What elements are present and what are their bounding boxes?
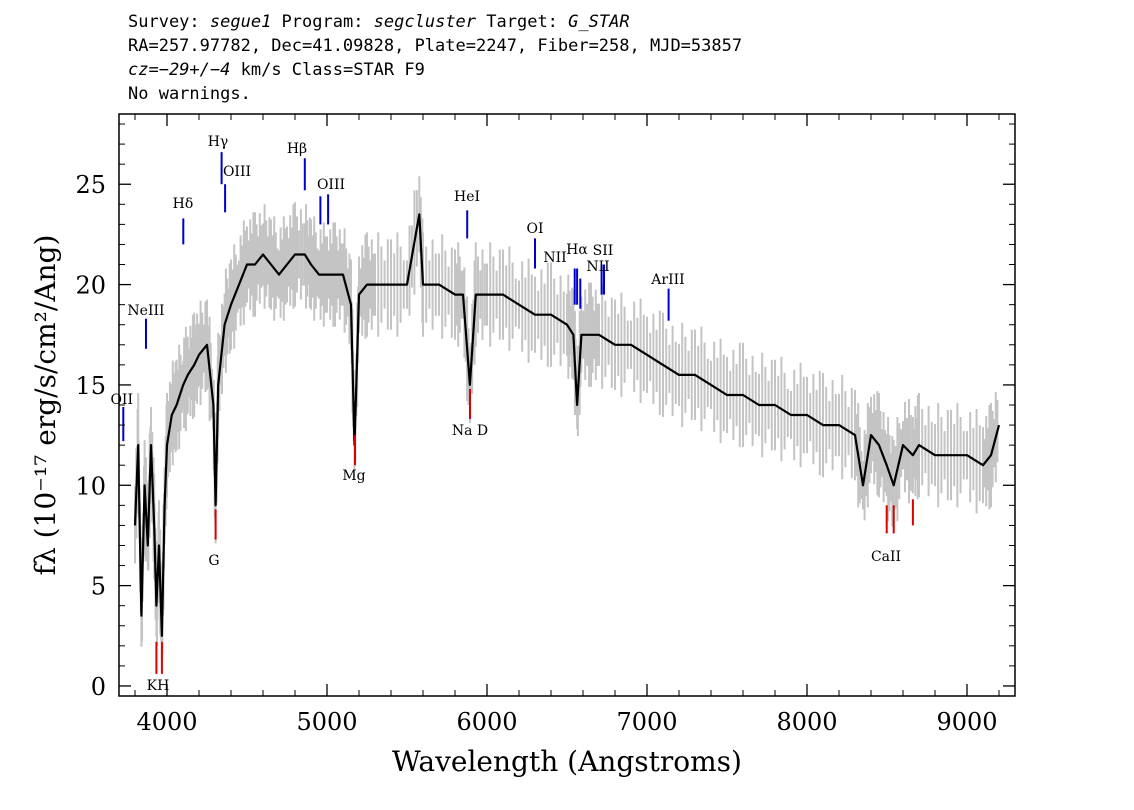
line-label-hdelta: Hδ <box>173 196 194 212</box>
line-label-nii-b: NII <box>586 259 609 275</box>
cz-class: km/s Class=STAR F9 <box>230 60 425 80</box>
line-label-sii: SII <box>593 243 614 259</box>
spectral-line-markers <box>122 152 914 674</box>
x-tick-label: 4000 <box>136 708 197 736</box>
x-axis-label: Wavelength (Angstroms) <box>392 745 742 778</box>
program-value: segcluster <box>373 12 477 32</box>
x-tick-label: 9000 <box>936 708 997 736</box>
line-label-hgamma: Hγ <box>208 134 229 150</box>
line-label-nii-a: NII <box>543 250 566 266</box>
x-tick-label: 8000 <box>776 708 837 736</box>
y-axis-label: fλ (10⁻¹⁷ erg/s/cm²/Ang) <box>29 235 62 576</box>
y-tick-label: 25 <box>75 171 106 199</box>
line-label-ariii: ArIII <box>650 272 684 288</box>
spectral-line-labels: OII NeIII Hδ Hγ OIII Hβ OIII HeI OI NII … <box>110 134 901 694</box>
y-tick-label: 10 <box>75 472 106 500</box>
line-label-kh: KH <box>147 678 170 694</box>
spectrum-header: Survey: segue1 Program: segcluster Targe… <box>128 10 742 106</box>
cz-label: cz= <box>128 60 159 80</box>
line-label-oiii-b: OIII <box>317 177 345 193</box>
axis-ticks <box>119 114 1015 696</box>
line-label-g: G <box>208 553 219 569</box>
x-tick-label: 6000 <box>456 708 517 736</box>
x-tick-label: 5000 <box>296 708 357 736</box>
cz-value: −29+/−4 <box>158 60 231 80</box>
line-label-neiii: NeIII <box>127 303 164 319</box>
header-line-coordinates: RA=257.97782, Dec=41.09828, Plate=2247, … <box>128 36 743 56</box>
flux-series-line <box>133 213 1001 637</box>
y-tick-label: 5 <box>91 573 106 601</box>
line-label-oii: OII <box>110 392 133 408</box>
target-label: Target: <box>476 12 569 32</box>
line-label-oiii-a: OIII <box>223 164 251 180</box>
x-tick-label: 7000 <box>616 708 677 736</box>
header-line-survey: Survey: segue1 Program: segcluster Targe… <box>128 10 742 34</box>
header-line-redshift: cz=−29+/−4 km/s Class=STAR F9 <box>128 58 742 82</box>
y-tick-label: 15 <box>75 372 106 400</box>
program-label: Program: <box>271 12 374 32</box>
line-label-nad: Na D <box>452 423 488 439</box>
target-value: G_STAR <box>568 12 630 32</box>
line-label-mg: Mg <box>342 468 365 484</box>
survey-label: Survey: <box>128 12 210 32</box>
line-label-oi: OI <box>526 221 543 237</box>
line-label-hei: HeI <box>454 189 480 205</box>
line-label-caii: CaII <box>871 549 901 565</box>
line-label-halpha: Hα <box>566 242 588 258</box>
y-tick-label: 0 <box>91 673 106 701</box>
header-line-warnings: No warnings. <box>128 84 251 104</box>
survey-value: segue1 <box>209 12 272 32</box>
y-tick-label: 20 <box>75 272 106 300</box>
line-label-hbeta: Hβ <box>287 141 307 157</box>
plot-frame <box>118 113 1016 697</box>
axis-tick-labels: 4000 5000 6000 7000 8000 9000 0 5 10 15 20 25 <box>75 171 997 736</box>
